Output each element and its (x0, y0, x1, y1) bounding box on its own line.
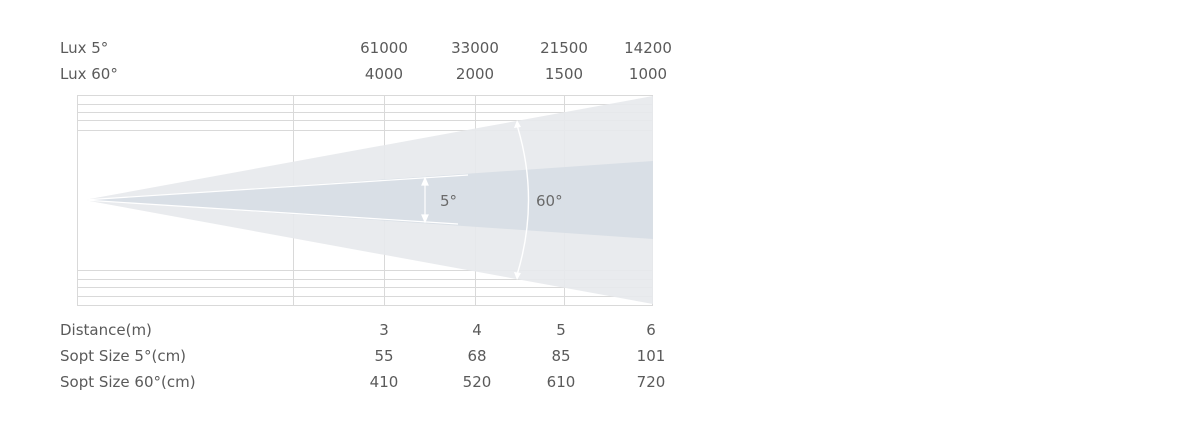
lux-60-value-3m: 4000 (365, 65, 403, 83)
narrow-beam-upper-edge (83, 174, 469, 201)
lux-60-value-6m: 1000 (629, 65, 667, 83)
spot-size-60-value-4m: 520 (463, 373, 492, 391)
distance-label: Distance(m) (60, 321, 152, 339)
spot-size-5-label: Sopt Size 5°(cm) (60, 347, 186, 365)
narrow-beam-lower-edge (83, 199, 459, 225)
narrow-beam-5 (84, 161, 653, 239)
lux-60-label: Lux 60° (60, 65, 118, 83)
lux-5-value-6m: 14200 (624, 39, 672, 57)
spot-size-5-value-4m: 68 (467, 347, 486, 365)
distance-value-3: 3 (379, 321, 389, 339)
lux-5-label: Lux 5° (60, 39, 108, 57)
narrow-angle-arrow (421, 176, 429, 224)
distance-value-6: 6 (646, 321, 656, 339)
distance-value-5: 5 (556, 321, 566, 339)
spot-size-60-value-3m: 410 (370, 373, 399, 391)
distance-spot-table: Distance(m) 3 4 5 6 Sopt Size 5°(cm) 55 … (60, 321, 665, 391)
lux-60-value-5m: 1500 (545, 65, 583, 83)
spot-size-5-value-5m: 85 (551, 347, 570, 365)
wide-angle-arc-arrow (514, 120, 530, 280)
spot-size-60-value-5m: 610 (547, 373, 576, 391)
lux-table: Lux 5° 61000 33000 21500 14200 Lux 60° 4… (60, 39, 672, 83)
spot-size-60-label: Sopt Size 60°(cm) (60, 373, 196, 391)
lux-5-value-3m: 61000 (360, 39, 408, 57)
distance-value-4: 4 (472, 321, 482, 339)
spot-size-5-value-6m: 101 (637, 347, 666, 365)
lux-60-value-4m: 2000 (456, 65, 494, 83)
wide-angle-label: 60° (536, 192, 563, 210)
narrow-angle-label: 5° (440, 192, 457, 210)
spot-size-60-value-6m: 720 (637, 373, 666, 391)
spot-size-5-value-3m: 55 (374, 347, 393, 365)
lux-5-value-5m: 21500 (540, 39, 588, 57)
lux-5-value-4m: 33000 (451, 39, 499, 57)
